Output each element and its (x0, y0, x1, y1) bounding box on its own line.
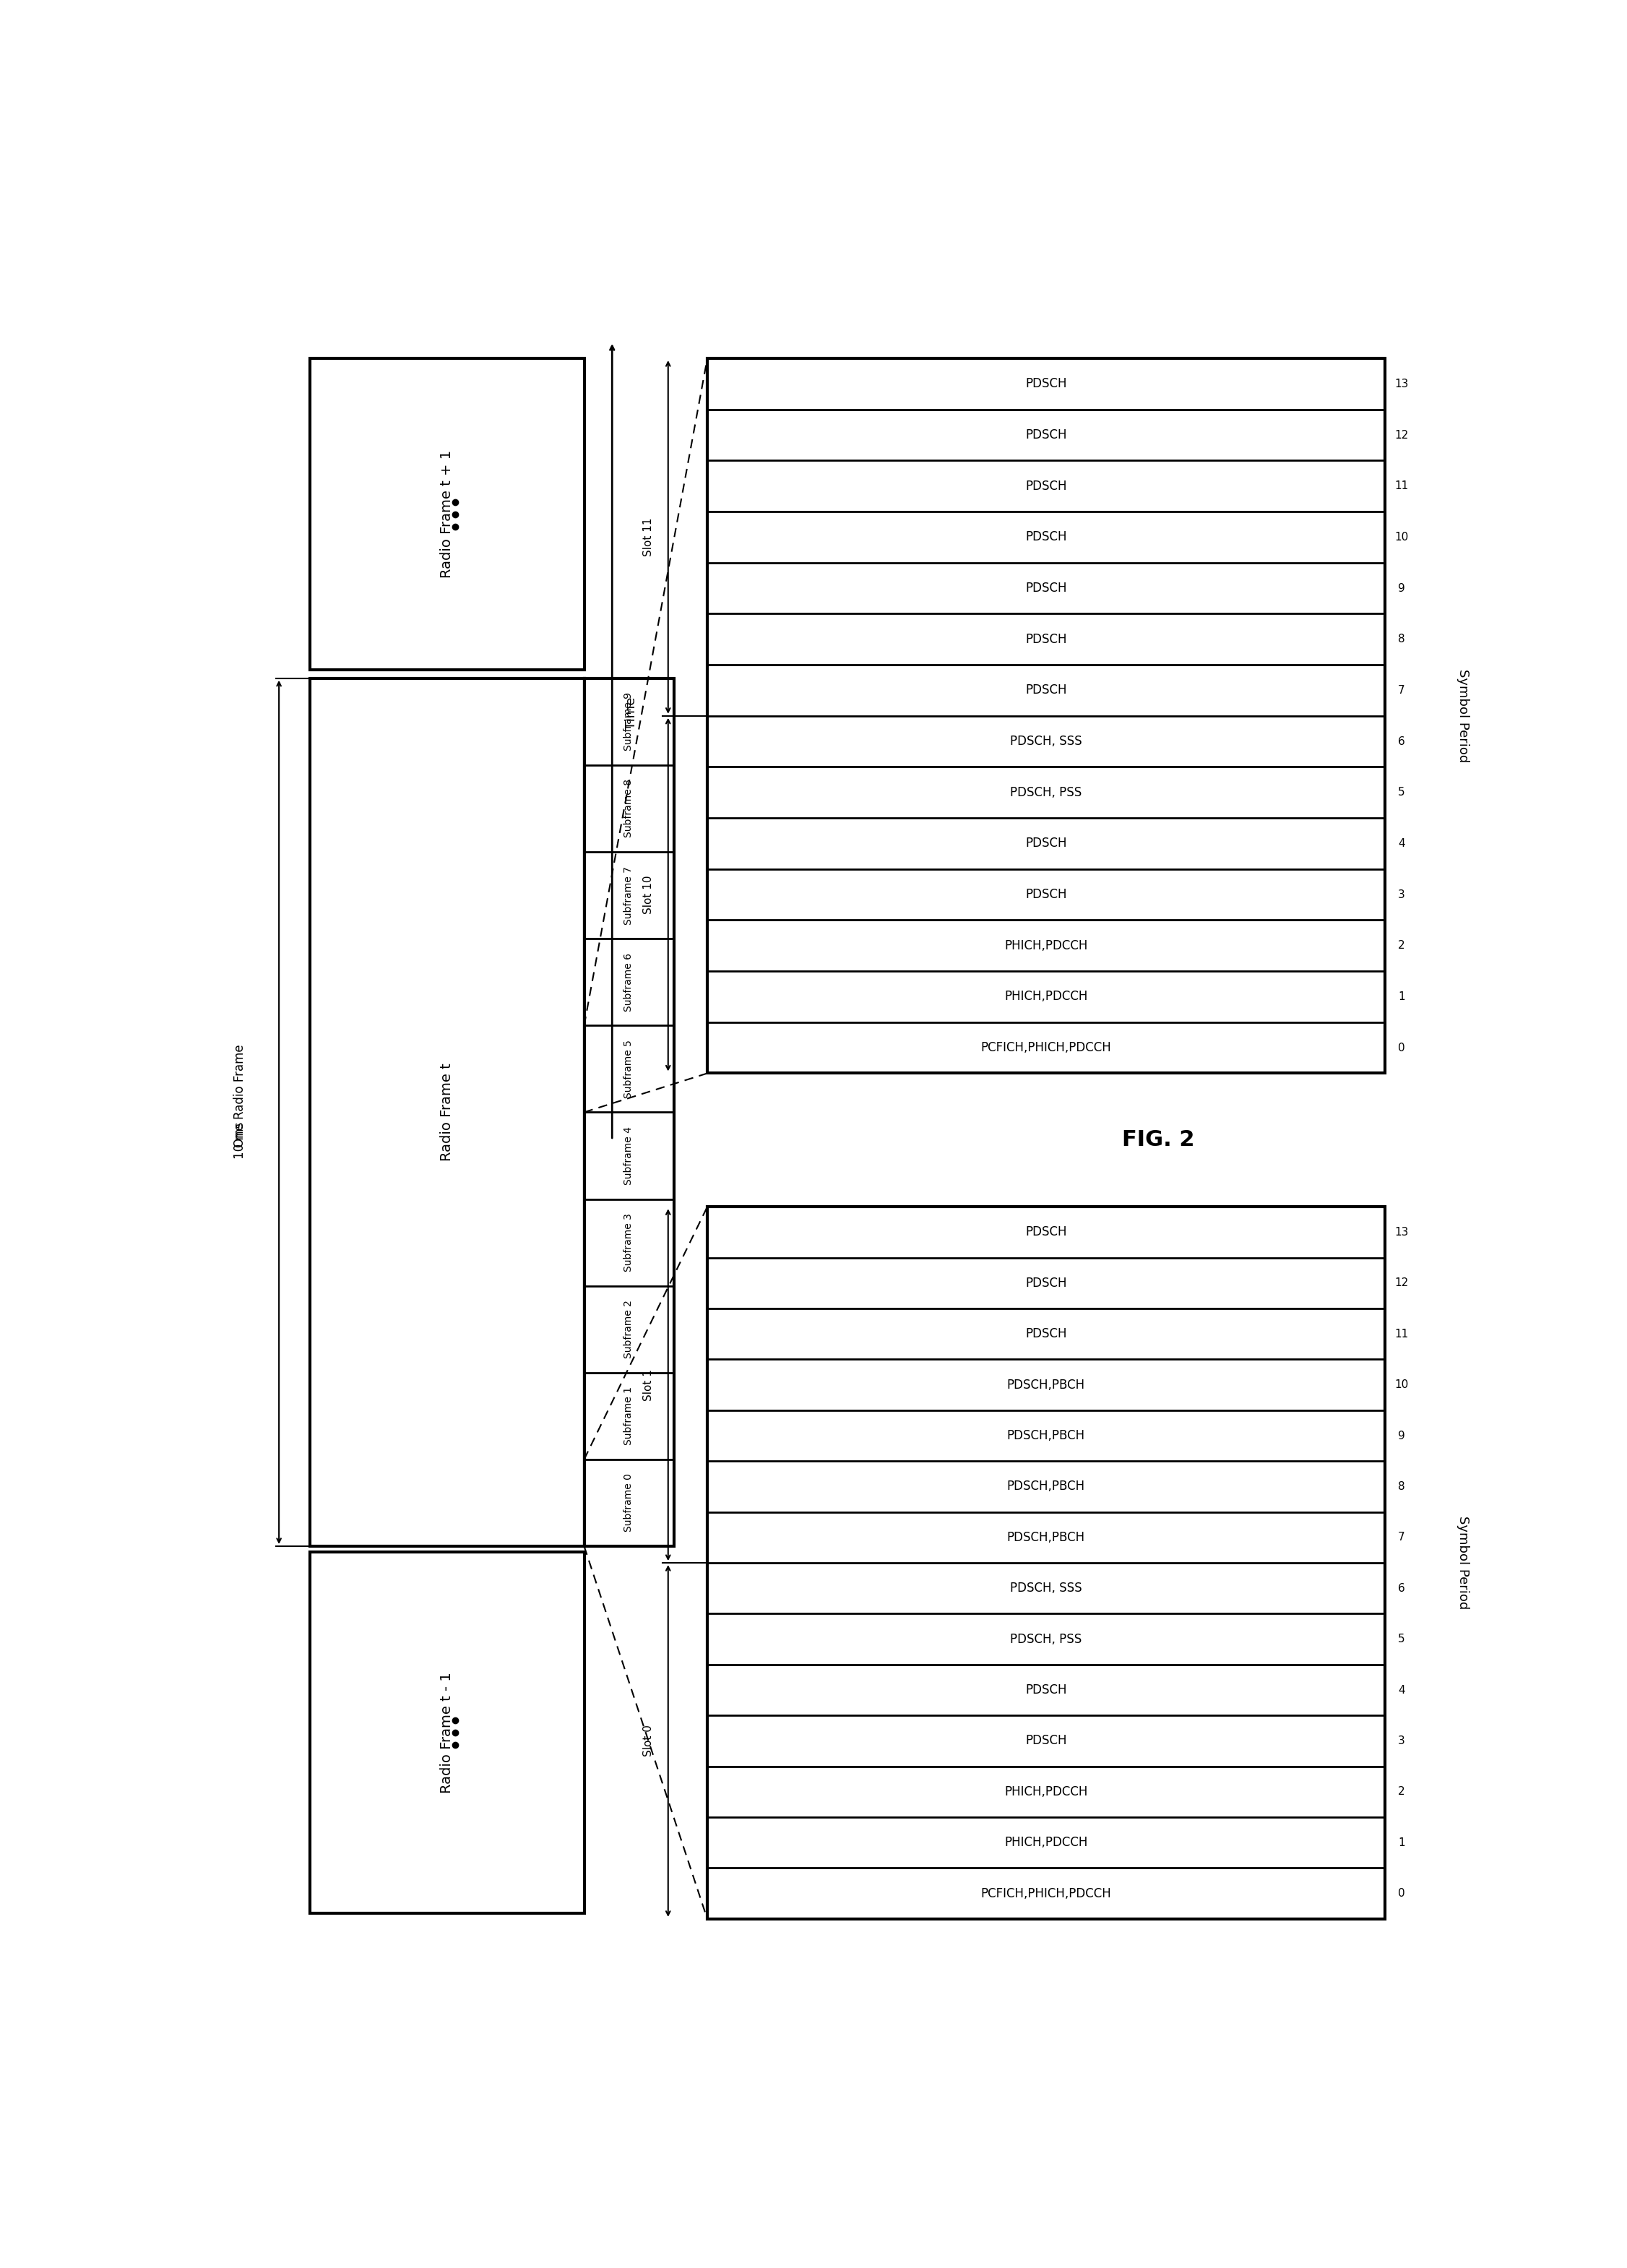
Text: 11: 11 (1394, 1329, 1409, 1340)
Text: 3: 3 (1398, 1735, 1406, 1746)
Text: PDSCH,PBCH: PDSCH,PBCH (1007, 1481, 1085, 1492)
Text: PHICH,PDCCH: PHICH,PDCCH (1004, 991, 1088, 1002)
Text: PCFICH,PHICH,PDCCH: PCFICH,PHICH,PDCCH (981, 1041, 1111, 1055)
Text: 10: 10 (1394, 531, 1409, 542)
Text: PDSCH, SSS: PDSCH, SSS (1010, 1581, 1082, 1594)
Text: 1: 1 (1398, 1837, 1406, 1848)
Text: Symbol Period: Symbol Period (1456, 669, 1469, 762)
Text: Subframe 0: Subframe 0 (623, 1474, 635, 1531)
Text: Radio Frame t + 1: Radio Frame t + 1 (439, 449, 454, 578)
Text: 6: 6 (1398, 1583, 1406, 1594)
Text: PHICH,PDCCH: PHICH,PDCCH (1004, 939, 1088, 953)
Text: PDSCH: PDSCH (1025, 429, 1067, 442)
Text: PDSCH: PDSCH (1025, 581, 1067, 594)
Text: 2: 2 (1398, 941, 1406, 950)
Text: Subframe 4: Subframe 4 (623, 1127, 635, 1184)
Text: Subframe 5: Subframe 5 (623, 1039, 635, 1098)
Text: 7: 7 (1398, 1531, 1406, 1542)
Text: Subframe 8: Subframe 8 (623, 780, 635, 837)
Bar (584, 678, 674, 1547)
Text: PHICH,PDCCH: PHICH,PDCCH (1004, 1785, 1088, 1799)
Text: 11: 11 (1394, 481, 1409, 492)
Text: PDSCH: PDSCH (1025, 1225, 1067, 1238)
Text: PDSCH: PDSCH (1025, 479, 1067, 492)
Text: Subframe 1: Subframe 1 (623, 1386, 635, 1445)
Bar (309, 1551, 584, 1914)
Text: One Radio Frame: One Radio Frame (233, 1043, 246, 1148)
Text: Slot 1: Slot 1 (643, 1370, 654, 1402)
Text: 13: 13 (1394, 1227, 1409, 1238)
Text: Subframe 9: Subframe 9 (623, 692, 635, 751)
Text: Subframe 2: Subframe 2 (623, 1300, 635, 1359)
Text: 10: 10 (1394, 1379, 1409, 1390)
Text: 13: 13 (1394, 379, 1409, 390)
Text: PDSCH: PDSCH (1025, 1683, 1067, 1696)
Text: 7: 7 (1398, 685, 1406, 696)
Text: Slot 0: Slot 0 (643, 1726, 654, 1758)
Bar (309, 678, 584, 1547)
Text: PDSCH,PBCH: PDSCH,PBCH (1007, 1429, 1085, 1442)
Text: 8: 8 (1398, 633, 1406, 644)
Text: Symbol Period: Symbol Period (1456, 1517, 1469, 1610)
Text: 3: 3 (1398, 889, 1406, 900)
Text: 12: 12 (1394, 1277, 1409, 1288)
Text: PDSCH: PDSCH (1025, 1277, 1067, 1290)
Bar (708, 358, 1385, 1073)
Text: Subframe 3: Subframe 3 (623, 1213, 635, 1272)
Text: Radio Frame t - 1: Radio Frame t - 1 (439, 1672, 454, 1794)
Text: Time: Time (625, 696, 638, 728)
Text: PDSCH: PDSCH (1025, 685, 1067, 696)
Text: 12: 12 (1394, 429, 1409, 440)
Text: Slot 10: Slot 10 (643, 875, 654, 914)
Text: PDSCH, SSS: PDSCH, SSS (1010, 735, 1082, 748)
Bar (708, 1207, 1385, 1919)
Text: PDSCH: PDSCH (1025, 889, 1067, 900)
Text: 6: 6 (1398, 735, 1406, 746)
Bar (309, 358, 584, 669)
Text: 10 ms: 10 ms (233, 1120, 246, 1159)
Text: 9: 9 (1398, 583, 1406, 594)
Text: PDSCH: PDSCH (1025, 1327, 1067, 1340)
Text: Radio Frame t: Radio Frame t (439, 1064, 454, 1161)
Text: 4: 4 (1398, 839, 1406, 848)
Text: 2: 2 (1398, 1787, 1406, 1796)
Text: PDSCH: PDSCH (1025, 1735, 1067, 1746)
Text: PDSCH: PDSCH (1025, 531, 1067, 544)
Text: FIG. 2: FIG. 2 (1121, 1129, 1194, 1150)
Text: 4: 4 (1398, 1685, 1406, 1696)
Text: PDSCH,PBCH: PDSCH,PBCH (1007, 1531, 1085, 1545)
Text: PDSCH,PBCH: PDSCH,PBCH (1007, 1379, 1085, 1390)
Text: PDSCH: PDSCH (1025, 376, 1067, 390)
Text: Subframe 7: Subframe 7 (623, 866, 635, 925)
Text: 5: 5 (1398, 787, 1406, 798)
Text: 0: 0 (1398, 1043, 1406, 1052)
Text: PDSCH: PDSCH (1025, 633, 1067, 646)
Text: PDSCH, PSS: PDSCH, PSS (1010, 787, 1082, 798)
Text: 1: 1 (1398, 991, 1406, 1002)
Text: PHICH,PDCCH: PHICH,PDCCH (1004, 1837, 1088, 1848)
Text: Slot 11: Slot 11 (643, 517, 654, 556)
Text: PDSCH, PSS: PDSCH, PSS (1010, 1633, 1082, 1647)
Text: PDSCH: PDSCH (1025, 837, 1067, 850)
Text: 5: 5 (1398, 1633, 1406, 1644)
Text: 8: 8 (1398, 1481, 1406, 1492)
Text: PCFICH,PHICH,PDCCH: PCFICH,PHICH,PDCCH (981, 1887, 1111, 1901)
Text: Subframe 6: Subframe 6 (623, 953, 635, 1012)
Text: 9: 9 (1398, 1431, 1406, 1440)
Text: 0: 0 (1398, 1887, 1406, 1898)
